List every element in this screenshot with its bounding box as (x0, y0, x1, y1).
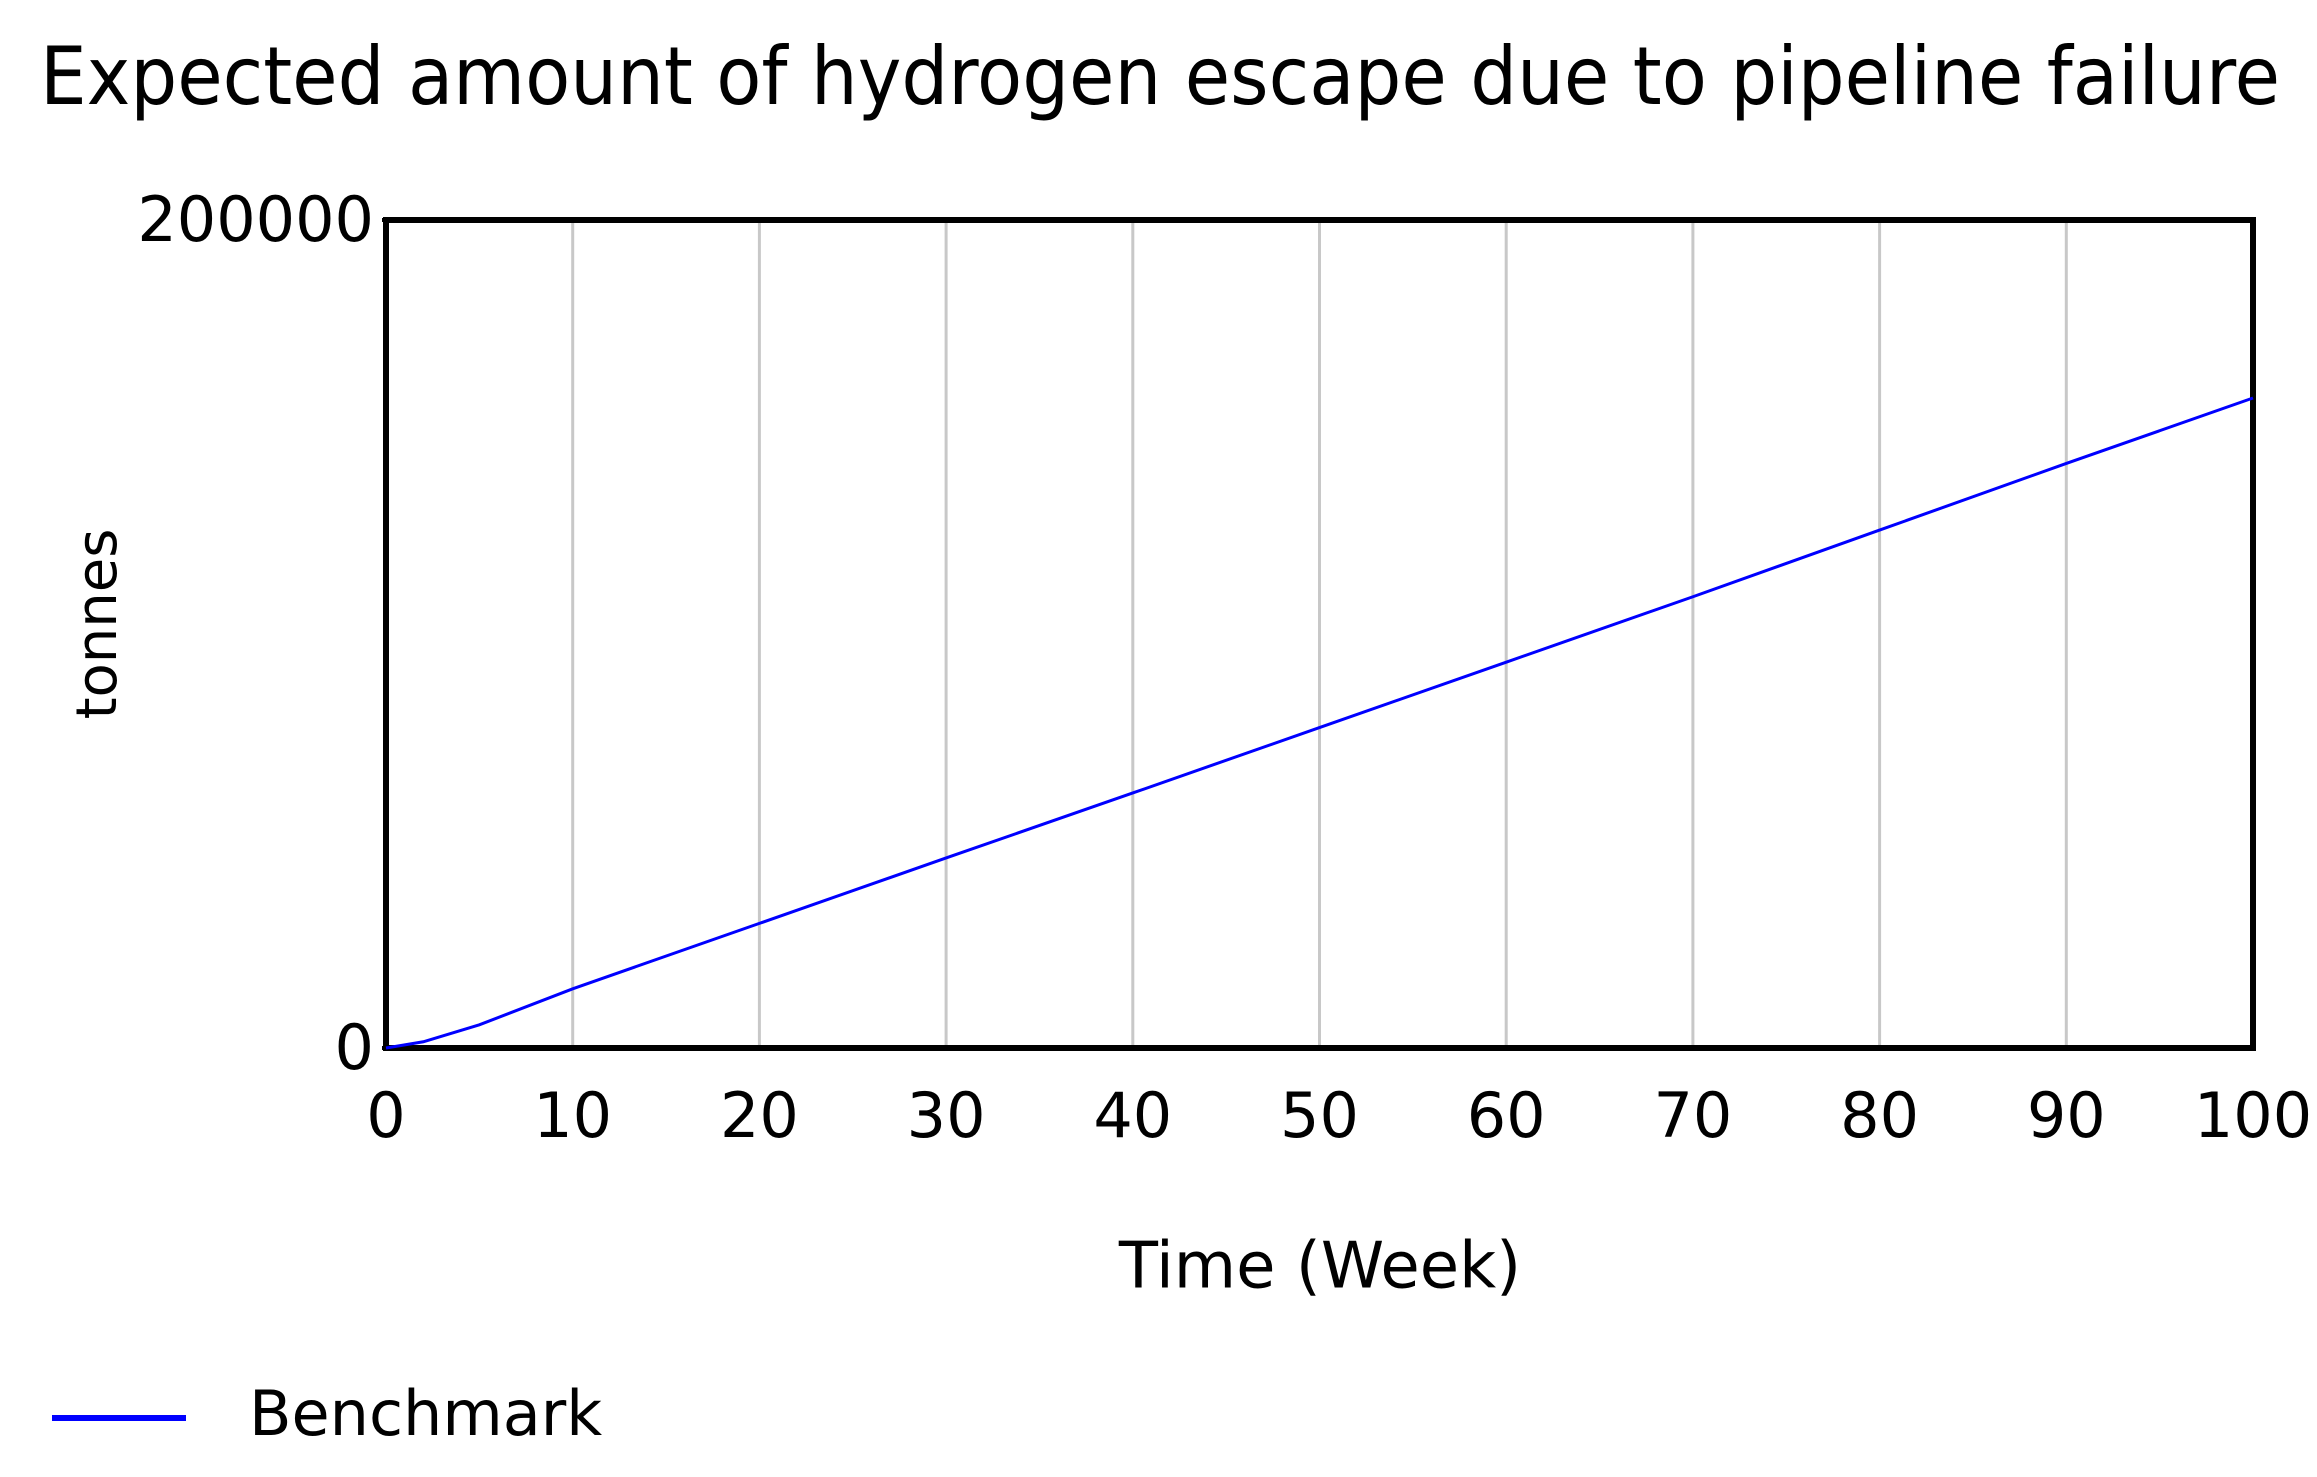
chart-title: Expected amount of hydrogen escape due t… (40, 30, 2280, 123)
x-tick-label: 60 (1467, 1079, 1546, 1152)
x-axis-label: Time (Week) (1118, 1230, 1521, 1304)
plot-frame (383, 217, 2256, 1051)
x-tick-label: 90 (2027, 1079, 2106, 1152)
y-tick-label: 200000 (137, 183, 374, 256)
y-axis-label: tonnes (65, 529, 130, 720)
x-tick-label: 0 (366, 1079, 405, 1152)
x-tick-label: 20 (720, 1079, 799, 1152)
x-tick-label: 30 (907, 1079, 986, 1152)
x-tick-label: 40 (1093, 1079, 1172, 1152)
legend-label: Benchmark (249, 1377, 602, 1450)
x-tick-label: 10 (533, 1079, 612, 1152)
x-tick-label: 70 (1653, 1079, 1732, 1152)
y-tick-label: 0 (335, 1011, 374, 1084)
x-tick-label: 50 (1280, 1079, 1359, 1152)
x-tick-label: 100 (2194, 1079, 2312, 1152)
data-line (385, 396, 2254, 1050)
x-tick-label: 80 (1840, 1079, 1919, 1152)
